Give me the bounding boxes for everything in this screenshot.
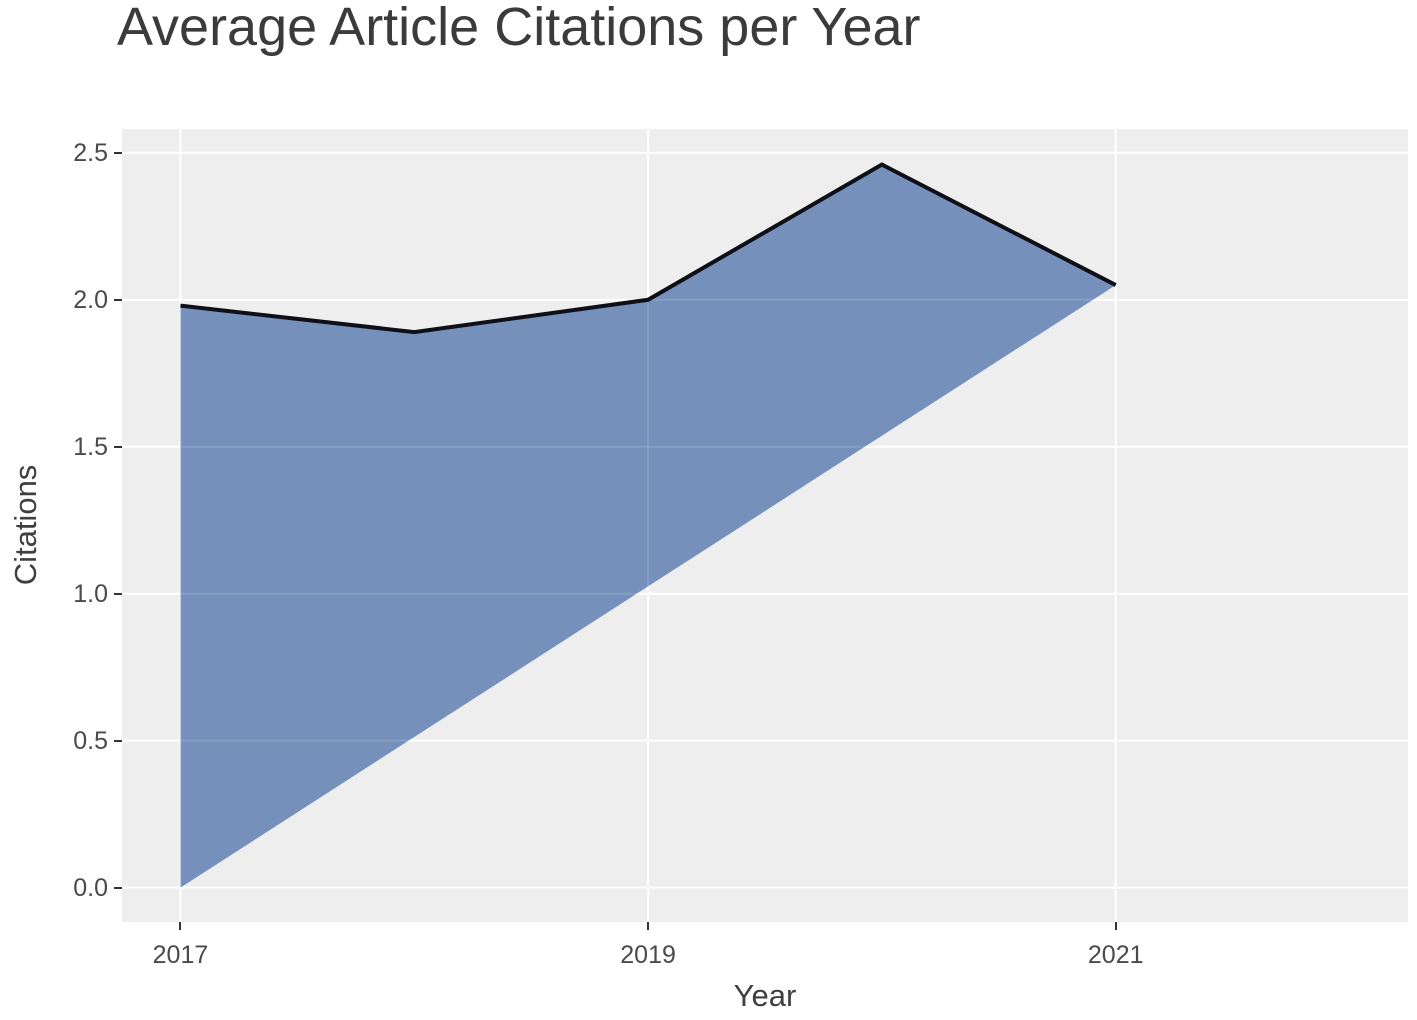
plot-area-svg xyxy=(122,129,1408,922)
y-tick-mark xyxy=(114,592,122,595)
y-tick-label: 0.0 xyxy=(73,873,108,902)
area-fill xyxy=(180,164,1116,888)
y-tick-label: 2.0 xyxy=(73,285,108,314)
y-tick-mark xyxy=(114,445,122,448)
x-tick-label: 2017 xyxy=(152,941,209,969)
y-tick-mark xyxy=(114,886,122,889)
y-tick-label: 2.5 xyxy=(73,138,108,167)
x-tick-mark xyxy=(647,922,650,930)
x-tick-mark xyxy=(179,922,182,930)
y-tick-mark xyxy=(114,298,122,301)
x-tick-label: 2021 xyxy=(1087,941,1144,969)
y-tick-label: 1.5 xyxy=(73,432,108,461)
x-axis-title: Year xyxy=(733,978,797,1013)
y-tick-mark xyxy=(114,151,122,154)
y-tick-mark xyxy=(114,739,122,742)
plot-panel xyxy=(122,129,1408,922)
chart-title: Average Article Citations per Year xyxy=(117,0,921,57)
y-tick-label: 0.5 xyxy=(73,726,108,755)
x-tick-label: 2019 xyxy=(620,941,676,969)
x-tick-mark xyxy=(1114,922,1117,930)
y-tick-label: 1.0 xyxy=(73,579,108,608)
y-axis-title: Citations xyxy=(8,464,43,586)
trend-line xyxy=(180,162,1117,335)
